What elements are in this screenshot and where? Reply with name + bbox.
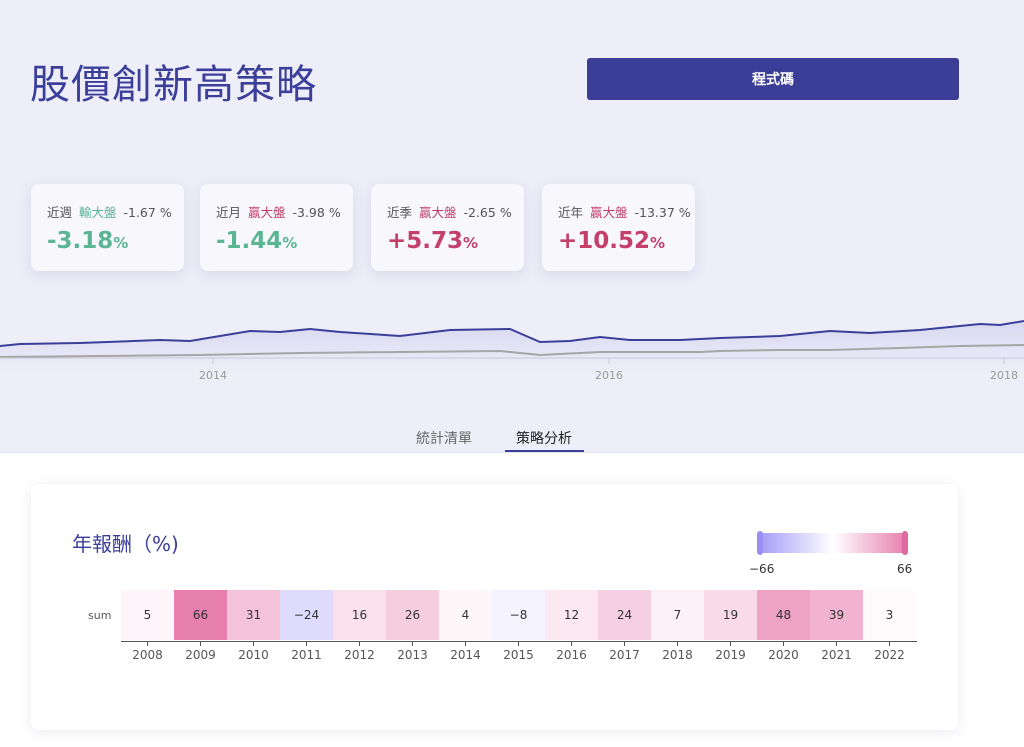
card-tag: 贏大盤 [590, 205, 628, 220]
heatmap-cell[interactable]: −24 [280, 590, 333, 640]
legend-min-label: −66 [749, 562, 775, 576]
card-diff: -1.67 % [123, 205, 172, 220]
heatmap-year-label: 2010 [238, 648, 269, 662]
heatmap-cell[interactable]: 66 [174, 590, 227, 640]
x-tick-label: 2016 [595, 369, 623, 382]
benchmark-line [0, 344, 1024, 358]
card-period: 近年 [558, 205, 584, 220]
heatmap-x-tick [359, 641, 360, 646]
legend-max-label: 66 [897, 562, 913, 576]
card-diff: -2.65 % [463, 205, 512, 220]
heatmap-title: 年報酬（%) [72, 532, 179, 556]
heatmap-x-tick [730, 641, 731, 646]
strategy-line [0, 320, 1024, 347]
heatmap-x-tick [147, 641, 148, 646]
summary-card-week: 近週 輸大盤 -1.67 % -3.18% [31, 184, 184, 271]
heatmap-year-label: 2016 [556, 648, 587, 662]
heatmap-x-tick [571, 641, 572, 646]
heatmap-x-tick [465, 641, 466, 646]
heatmap-row-label: sum [88, 609, 112, 622]
card-tag: 贏大盤 [419, 205, 457, 220]
heatmap-x-tick [677, 641, 678, 646]
heatmap-x-tick [306, 641, 307, 646]
heatmap-x-tick [253, 641, 254, 646]
heatmap-year-label: 2008 [132, 648, 163, 662]
heatmap-cell[interactable]: 16 [333, 590, 386, 640]
heatmap-x-tick [624, 641, 625, 646]
summary-card-year: 近年 贏大盤 -13.37 % +10.52% [542, 184, 695, 271]
legend-min-handle[interactable] [757, 531, 763, 555]
summary-card-quarter: 近季 贏大盤 -2.65 % +5.73% [371, 184, 524, 271]
heatmap-year-label: 2013 [397, 648, 428, 662]
heatmap-cell[interactable]: 5 [121, 590, 174, 640]
heatmap-x-tick [200, 641, 201, 646]
heatmap-cell[interactable]: 31 [227, 590, 280, 640]
heatmap-x-tick [518, 641, 519, 646]
heatmap-cell[interactable]: 39 [810, 590, 863, 640]
heatmap-year-label: 2021 [821, 648, 852, 662]
card-period: 近季 [387, 205, 413, 220]
heatmap-cell[interactable]: 3 [863, 590, 916, 640]
summary-card-month: 近月 贏大盤 -3.98 % -1.44% [200, 184, 353, 271]
code-button[interactable]: 程式碼 [587, 58, 959, 100]
heatmap-x-axis [121, 641, 917, 642]
heatmap-cell[interactable]: 12 [545, 590, 598, 640]
background-line-chart: 2014 2016 2018 [0, 320, 1024, 382]
heatmap-year-label: 2009 [185, 648, 216, 662]
heatmap-year-label: 2012 [344, 648, 375, 662]
legend-max-handle[interactable] [902, 531, 908, 555]
heatmap-cell[interactable]: 24 [598, 590, 651, 640]
heatmap-year-label: 2019 [715, 648, 746, 662]
heatmap-x-tick [889, 641, 890, 646]
heatmap-cell[interactable]: 19 [704, 590, 757, 640]
card-tag: 輸大盤 [79, 205, 117, 220]
card-tag: 贏大盤 [248, 205, 286, 220]
section-divider [0, 452, 1024, 453]
heatmap-x-tick [836, 641, 837, 646]
card-value: -3.18% [47, 228, 129, 254]
heatmap-cell[interactable]: −8 [492, 590, 545, 640]
heatmap-x-tick [412, 641, 413, 646]
card-diff: -13.37 % [634, 205, 691, 220]
tab-statistics-list[interactable]: 統計清單 [416, 431, 472, 447]
heatmap-year-label: 2017 [609, 648, 640, 662]
heatmap-x-tick [783, 641, 784, 646]
heatmap-year-label: 2014 [450, 648, 481, 662]
tab-strategy-analysis[interactable]: 策略分析 [516, 431, 572, 447]
heatmap-year-label: 2020 [768, 648, 799, 662]
x-tick-label: 2014 [199, 369, 227, 382]
heatmap-year-label: 2018 [662, 648, 693, 662]
heatmap-cell[interactable]: 26 [386, 590, 439, 640]
card-value: +10.52% [558, 228, 666, 254]
color-legend-bar [760, 533, 906, 553]
active-tab-indicator [505, 450, 584, 452]
heatmap-cell[interactable]: 48 [757, 590, 810, 640]
heatmap-year-label: 2022 [874, 648, 905, 662]
card-period: 近月 [216, 205, 242, 220]
card-value: +5.73% [387, 228, 479, 254]
heatmap-year-label: 2015 [503, 648, 534, 662]
heatmap-cell[interactable]: 4 [439, 590, 492, 640]
page-title: 股價創新高策略 [30, 62, 317, 108]
strategy-area [0, 321, 1024, 372]
card-value: -1.44% [216, 228, 298, 254]
card-period: 近週 [47, 205, 73, 220]
heatmap-year-label: 2011 [291, 648, 322, 662]
card-diff: -3.98 % [292, 205, 341, 220]
heatmap-cell[interactable]: 7 [651, 590, 704, 640]
x-tick-label: 2018 [990, 369, 1018, 382]
